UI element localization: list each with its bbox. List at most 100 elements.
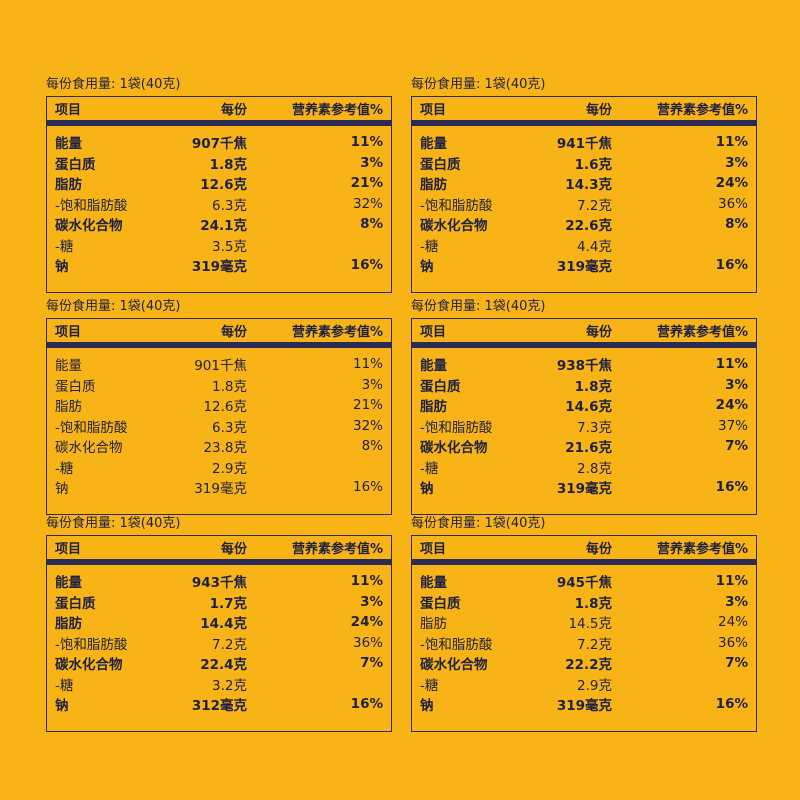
table-row: -饱和脂肪酸 7.2克 36% [412,194,756,215]
nutrient-name: 钠 [420,481,434,498]
nutrition-panel: 每份食用量: 1袋(40克) 项目 每份 营养素参考值% 能量 907千焦 11% 蛋白质 1.… [46,76,392,293]
nutrient-name: 脂肪 [420,177,447,194]
nutrient-name: 脂肪 [55,616,82,633]
nutrient-name: 能量 [420,136,447,153]
table-row: 蛋白质 1.8克 3% [412,375,756,396]
nutrient-nrv: 32% [352,417,383,434]
table-body: 能量 901千焦 11% 蛋白质 1.8克 3% 脂肪 12.6克 21% -饱和脂肪酸 6.3克 3… [47,348,391,498]
nutrient-nrv: 37% [717,417,748,434]
nutrient-name: 钠 [420,698,434,715]
table-row: 钠 319毫克 16% [47,477,391,498]
table-row: -饱和脂肪酸 7.2克 36% [412,633,756,654]
nutrient-value: 12.6克 [203,399,247,416]
table-body: 能量 907千焦 11% 蛋白质 1.8克 3% 脂肪 12.6克 21% -饱和脂肪酸 6.3克 3… [47,126,391,276]
nutrient-value: 1.8克 [212,378,247,395]
nutrient-name: 碳水化合物 [420,218,488,235]
nutrient-nrv: 8% [360,216,383,233]
nutrient-nrv: 11% [350,134,383,151]
nutrient-name: 能量 [55,136,82,153]
nutrient-nrv: 16% [715,257,748,274]
serving-size-label: 每份食用量: 1袋(40克) [46,516,181,531]
table-row: -糖 4.4克 [412,235,756,256]
nutrient-value: 1.7克 [209,595,247,612]
nutrient-name: 钠 [420,259,434,276]
nutrition-panel: 每份食用量: 1袋(40克) 项目 每份 营养素参考值% 能量 943千焦 11% 蛋白质 1.… [46,515,392,732]
nutrient-name: 能量 [55,358,82,375]
nutrient-name: 脂肪 [55,177,82,194]
table-row: 脂肪 14.6克 24% [412,395,756,416]
nutrient-nrv: 24% [715,397,748,414]
table-row: 蛋白质 1.8克 3% [412,592,756,613]
nutrient-name: 蛋白质 [55,378,96,395]
table-body: 能量 941千焦 11% 蛋白质 1.6克 3% 脂肪 14.3克 24% -饱和脂肪酸 7.2克 3… [412,126,756,276]
header-item: 项目 [420,325,447,340]
nutrient-name: 蛋白质 [420,378,461,395]
nutrient-nrv: 16% [715,696,748,713]
nutrient-value: 4.4克 [577,238,612,255]
nutrient-value: 319毫克 [194,481,247,498]
nutrient-value: 319毫克 [556,698,612,715]
table-row: 蛋白质 1.7克 3% [47,592,391,613]
nutrient-name: -糖 [420,460,439,477]
header-per-serving: 每份 [585,103,612,118]
table-row: -糖 2.9克 [412,674,756,695]
nutrient-nrv: 3% [725,593,748,610]
table-row: 脂肪 14.5克 24% [412,612,756,633]
nutrient-value: 941千焦 [556,136,612,153]
table-row: 能量 943千焦 11% [47,571,391,592]
nutrient-nrv: 36% [352,634,383,651]
nutrient-name: 脂肪 [55,399,82,416]
table-row: 钠 312毫克 16% [47,694,391,715]
nutrient-name: 碳水化合物 [55,440,123,457]
nutrient-name: 碳水化合物 [420,657,488,674]
nutrient-value: 2.9克 [577,677,612,694]
nutrient-value: 2.9克 [212,460,247,477]
table-row: 碳水化合物 22.4克 7% [47,653,391,674]
nutrient-nrv: 3% [360,593,383,610]
nutrition-table: 项目 每份 营养素参考值% 能量 938千焦 11% 蛋白质 1.8克 3% 脂肪 14.6克 24%… [411,318,757,515]
nutrient-nrv: 7% [725,438,748,455]
nutrient-value: 1.6克 [574,156,612,173]
nutrient-value: 319毫克 [556,481,612,498]
nutrient-value: 1.8克 [209,156,247,173]
nutrient-value: 14.5克 [568,616,612,633]
header-item: 项目 [420,542,447,557]
nutrient-nrv: 21% [352,397,383,414]
nutrient-value: 14.4克 [200,616,247,633]
table-body: 能量 943千焦 11% 蛋白质 1.7克 3% 脂肪 14.4克 24% -饱和脂肪酸 7.2克 3… [47,565,391,715]
nutrient-value: 901千焦 [194,358,247,375]
nutrient-nrv: 36% [717,634,748,651]
table-row: 脂肪 14.3克 24% [412,173,756,194]
nutrient-nrv: 8% [725,216,748,233]
table-row: -糖 2.8克 [412,457,756,478]
nutrient-value: 7.2克 [212,636,247,653]
header-nrv: 营养素参考值% [291,103,383,118]
table-row: -饱和脂肪酸 7.3克 37% [412,416,756,437]
header-per-serving: 每份 [585,542,612,557]
nutrition-table: 项目 每份 营养素参考值% 能量 901千焦 11% 蛋白质 1.8克 3% 脂肪 12.6克 21%… [46,318,392,515]
nutrient-nrv: 16% [715,479,748,496]
nutrition-table: 项目 每份 营养素参考值% 能量 945千焦 11% 蛋白质 1.8克 3% 脂肪 14.5克 24%… [411,535,757,732]
table-row: 碳水化合物 24.1克 8% [47,214,391,235]
nutrient-nrv: 7% [360,655,383,672]
serving-size-label: 每份食用量: 1袋(40克) [46,77,181,92]
nutrient-value: 312毫克 [191,698,247,715]
nutrient-value: 6.3克 [212,197,247,214]
nutrient-name: 能量 [55,575,82,592]
nutrient-value: 22.4克 [200,657,247,674]
nutrient-name: 脂肪 [420,399,447,416]
nutrient-value: 21.6克 [565,440,612,457]
nutrient-nrv: 3% [361,376,383,393]
nutrient-nrv: 3% [725,376,748,393]
nutrition-panel: 每份食用量: 1袋(40克) 项目 每份 营养素参考值% 能量 945千焦 11% 蛋白质 1.… [411,515,757,732]
nutrient-value: 2.8克 [577,460,612,477]
nutrient-name: -饱和脂肪酸 [55,197,128,214]
nutrition-panel: 每份食用量: 1袋(40克) 项目 每份 营养素参考值% 能量 938千焦 11% 蛋白质 1.… [411,298,757,515]
nutrient-value: 22.2克 [565,657,612,674]
table-header: 项目 每份 营养素参考值% [412,97,756,126]
nutrient-nrv: 24% [715,175,748,192]
nutrient-value: 3.2克 [212,677,247,694]
nutrient-nrv: 16% [350,257,383,274]
nutrient-value: 23.8克 [203,440,247,457]
nutrient-nrv: 36% [717,195,748,212]
